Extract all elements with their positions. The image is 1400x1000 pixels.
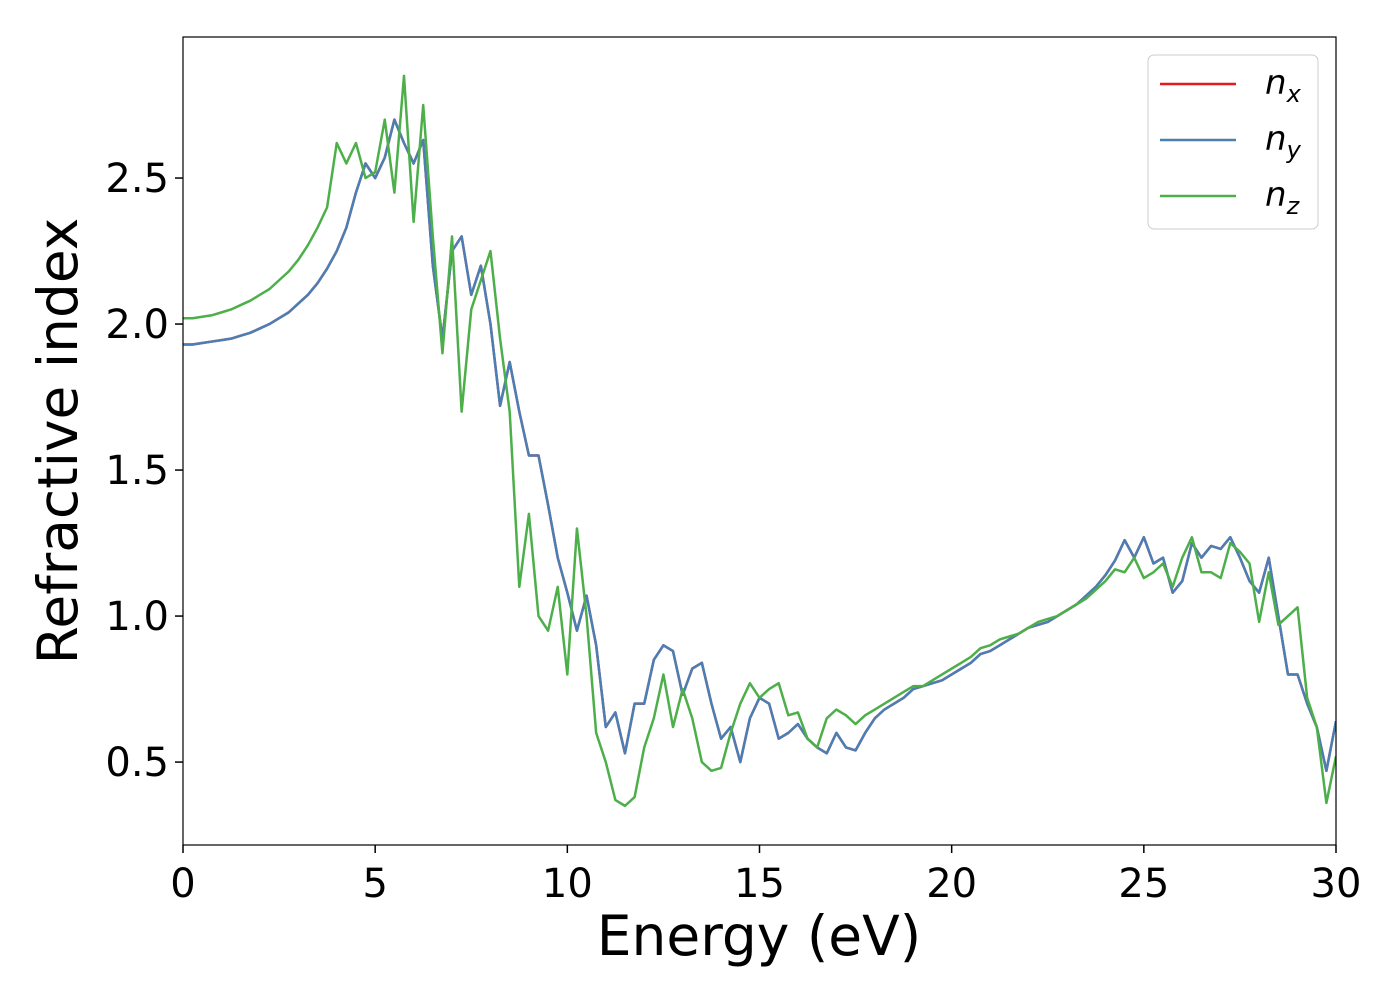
y-tick-label: 2.0 <box>105 302 169 348</box>
legend: nx ny nz <box>1147 54 1319 230</box>
y-tick-label: 2.5 <box>105 156 169 202</box>
x-tick-label: 20 <box>926 861 977 907</box>
x-tick-label: 30 <box>1311 861 1362 907</box>
y-tick-label: 0.5 <box>105 740 169 786</box>
x-axis-label: Energy (eV) <box>597 904 921 968</box>
legend-box <box>1147 54 1319 230</box>
x-tick-label: 15 <box>734 861 785 907</box>
legend-label: nx <box>1265 63 1302 108</box>
legend-label: nz <box>1265 175 1301 220</box>
y-tick-label: 1.5 <box>105 448 169 494</box>
y-tick-label: 1.0 <box>105 594 169 640</box>
x-tick-label: 25 <box>1118 861 1169 907</box>
plot-frame <box>182 36 1337 846</box>
x-tick-label: 5 <box>362 861 387 907</box>
x-tick-label: 0 <box>170 861 195 907</box>
y-axis-label: Refractive index <box>26 218 90 665</box>
plot-lines <box>183 74 1336 808</box>
series-line <box>183 74 1336 808</box>
legend-label: ny <box>1265 119 1302 164</box>
x-tick-label: 10 <box>542 861 593 907</box>
